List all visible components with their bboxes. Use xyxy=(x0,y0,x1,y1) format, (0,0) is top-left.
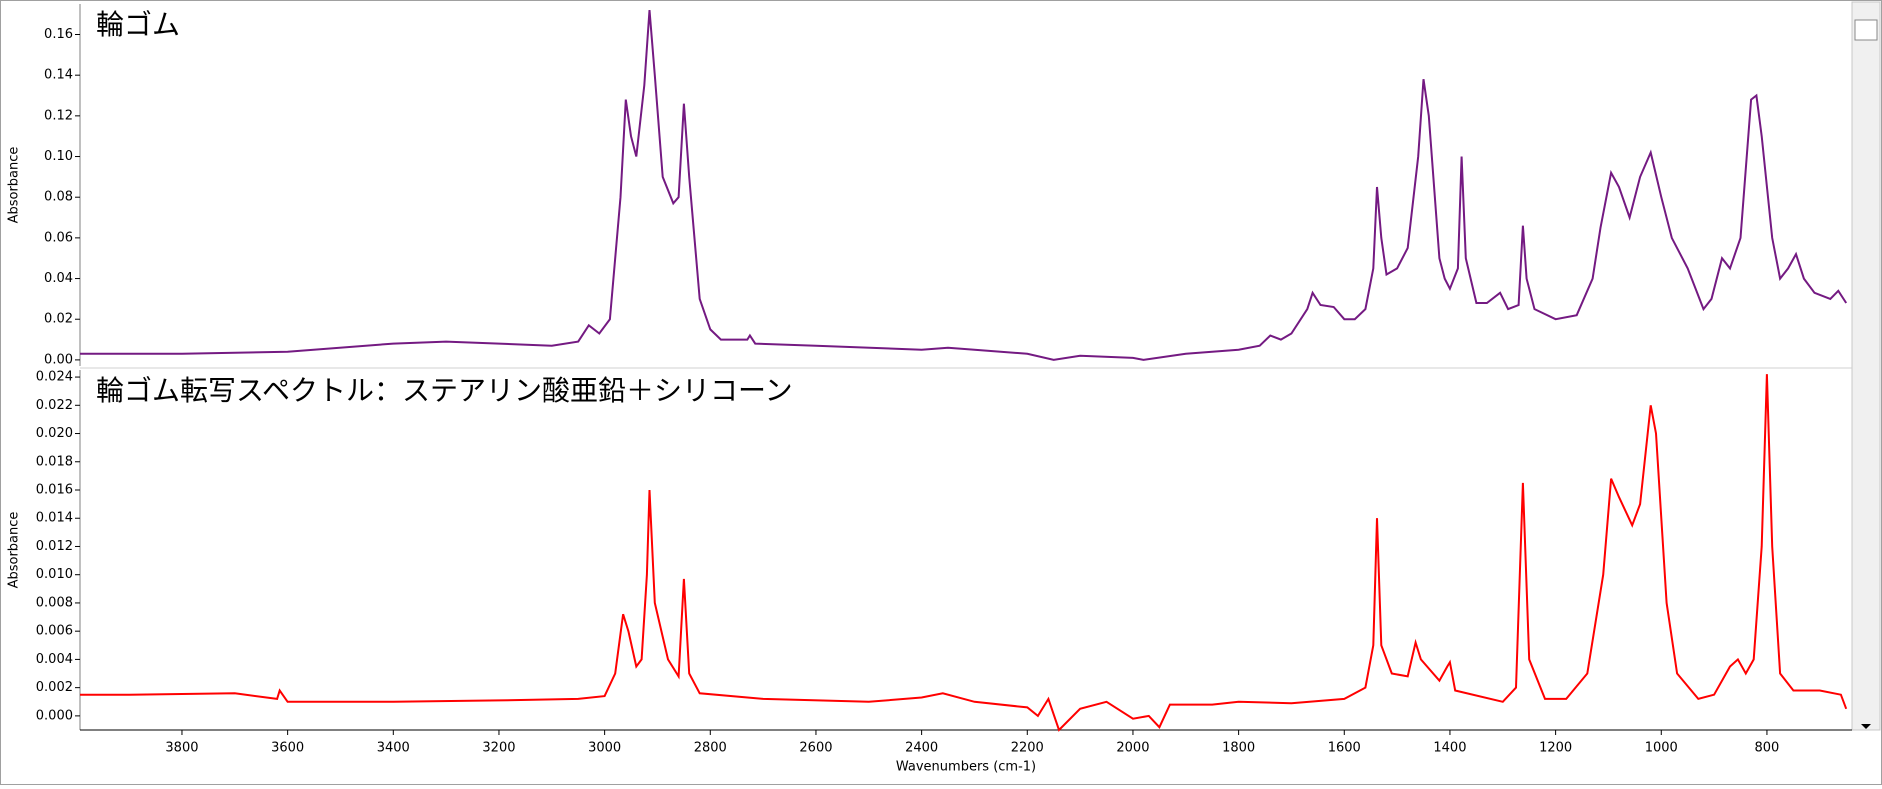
scroll-thumb[interactable] xyxy=(1854,19,1878,41)
y-tick-label: 0.022 xyxy=(36,398,73,413)
x-tick-label: 2200 xyxy=(1011,741,1044,756)
y-tick-label: 0.014 xyxy=(36,511,73,526)
y-tick-label: 0.020 xyxy=(36,426,73,441)
y-tick-label: 0.004 xyxy=(36,652,73,667)
y-tick-label: 0.12 xyxy=(44,108,73,123)
y-tick-label: 0.012 xyxy=(36,539,73,554)
x-tick-label: 3400 xyxy=(377,741,410,756)
x-tick-label: 3000 xyxy=(588,741,621,756)
x-tick-label: 2600 xyxy=(799,741,832,756)
y-tick-label: 0.16 xyxy=(44,27,73,42)
x-tick-label: 3600 xyxy=(271,741,304,756)
y-tick-label: 0.00 xyxy=(44,352,73,367)
y-tick-label: 0.008 xyxy=(36,595,73,610)
x-tick-label: 1200 xyxy=(1539,741,1572,756)
scrollbar[interactable] xyxy=(1851,1,1881,731)
x-tick-label: 3800 xyxy=(165,741,198,756)
y-tick-label: 0.010 xyxy=(36,567,73,582)
y-tick-label: 0.02 xyxy=(44,312,73,327)
y-axis-label: Absorbance xyxy=(7,512,22,589)
y-tick-label: 0.002 xyxy=(36,680,73,695)
x-tick-label: 2800 xyxy=(694,741,727,756)
x-tick-label: 1600 xyxy=(1328,741,1361,756)
y-tick-label: 0.10 xyxy=(44,149,73,164)
y-tick-label: 0.006 xyxy=(36,624,73,639)
x-tick-label: 2000 xyxy=(1116,741,1149,756)
y-tick-label: 0.024 xyxy=(36,370,73,385)
spectrum-line xyxy=(80,374,1848,732)
y-tick-label: 0.016 xyxy=(36,483,73,498)
y-tick-label: 0.08 xyxy=(44,190,73,205)
x-tick-label: 3200 xyxy=(482,741,515,756)
x-tick-label: 800 xyxy=(1755,741,1780,756)
x-tick-label: 2400 xyxy=(905,741,938,756)
y-tick-label: 0.06 xyxy=(44,230,73,245)
panel-title: 輪ゴム転写スペクトル：ステアリン酸亜鉛＋シリコーン xyxy=(96,374,793,407)
panel-title: 輪ゴム xyxy=(96,8,180,41)
scroll-arrow[interactable] xyxy=(1861,724,1871,729)
x-tick-label: 1000 xyxy=(1645,741,1678,756)
spectrum-line xyxy=(80,10,1848,361)
x-axis-label: Wavenumbers (cm-1) xyxy=(896,760,1036,775)
x-tick-label: 1400 xyxy=(1433,741,1466,756)
y-tick-label: 0.000 xyxy=(36,708,73,723)
y-tick-label: 0.018 xyxy=(36,454,73,469)
y-tick-label: 0.14 xyxy=(44,68,73,83)
y-axis-label: Absorbance xyxy=(7,147,22,224)
x-tick-label: 1800 xyxy=(1222,741,1255,756)
y-tick-label: 0.04 xyxy=(44,271,73,286)
